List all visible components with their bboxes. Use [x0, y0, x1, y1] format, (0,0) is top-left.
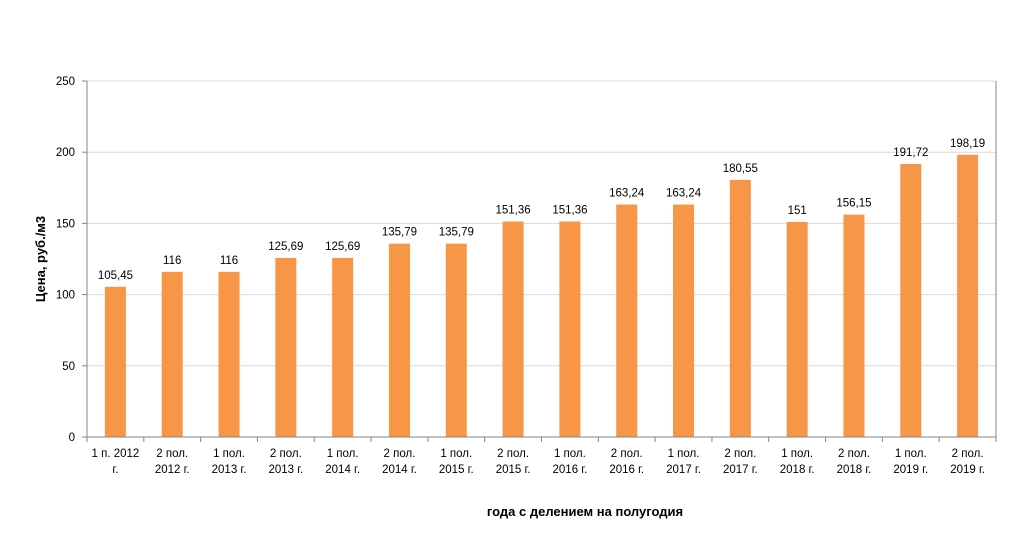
y-tick-label: 150 — [56, 218, 75, 230]
x-tick-label: 2 пол. 2019 г. — [950, 448, 985, 476]
x-tick-label-line: 2 пол. — [611, 448, 643, 460]
bar — [729, 179, 751, 438]
x-tick-label-line: 2015 г. — [496, 464, 531, 476]
bar — [445, 243, 467, 437]
x-tick-label-line: 2013 г. — [212, 464, 247, 476]
y-axis-title: Цена, руб./м3 — [33, 216, 48, 302]
bar — [559, 221, 581, 437]
x-tick-label: 2 пол. 2016 г. — [609, 448, 644, 476]
x-tick-label-line: г. — [112, 464, 118, 476]
bar — [673, 204, 695, 437]
data-label: 135,79 — [439, 227, 474, 239]
x-tick-label-line: 2018 г. — [780, 464, 815, 476]
x-tick-label-line: 2014 г. — [325, 464, 360, 476]
x-tick-label-line: 2012 г. — [155, 464, 190, 476]
bar — [616, 204, 638, 437]
x-tick-label-line: 1 пол. — [213, 448, 245, 460]
data-label: 163,24 — [609, 188, 645, 200]
y-tick-label: 50 — [62, 361, 75, 373]
data-labels: 105,45 116 116 125,69 125,69 135,79 135,79 151,… — [98, 138, 985, 282]
x-tick-label-line: 2014 г. — [382, 464, 417, 476]
data-label: 105,45 — [98, 270, 133, 282]
data-label: 151 — [788, 205, 807, 217]
data-label: 116 — [220, 255, 238, 267]
y-axis-ticks: 0 50 100 150 200 250 — [56, 76, 87, 444]
x-tick-label: 1 пол. 2015 г. — [439, 448, 474, 476]
x-tick-label-line: 2015 г. — [439, 464, 474, 476]
bar — [275, 258, 297, 437]
x-tick-label: 1 пол. 2016 г. — [553, 448, 588, 476]
bar — [218, 271, 240, 437]
x-tick-label-line: 1 пол. — [781, 448, 813, 460]
x-tick-label: 1 пол. 2014 г. — [325, 448, 360, 476]
x-tick-label-line: 2 пол. — [497, 448, 529, 460]
x-tick-label: 1 пол. 2013 г. — [212, 448, 247, 476]
x-tick-label-line: 1 пол. — [895, 448, 927, 460]
data-label: 125,69 — [325, 241, 360, 253]
x-tick-label-line: 2018 г. — [837, 464, 872, 476]
x-tick-label-line: 1 пол. — [554, 448, 586, 460]
x-tick-label: 2 пол. 2017 г. — [723, 448, 758, 476]
x-tick-label-line: 2 пол. — [270, 448, 302, 460]
bar — [900, 163, 922, 437]
bar — [957, 154, 979, 437]
bar — [332, 258, 354, 437]
x-tick-label-line: 2 пол. — [384, 448, 416, 460]
x-tick-label-line: 2 пол. — [724, 448, 756, 460]
x-axis-title: года с делением на полугодия — [487, 504, 683, 519]
x-tick-label-line: 2016 г. — [609, 464, 644, 476]
x-tick-label: 1 пол. 2019 г. — [893, 448, 928, 476]
x-tick-label: 2 пол. 2018 г. — [837, 448, 872, 476]
x-tick-label-line: 2017 г. — [723, 464, 758, 476]
data-label: 191,72 — [893, 147, 928, 159]
x-tick-label-line: 2017 г. — [666, 464, 701, 476]
x-tick-label-line: 1 п. 2012 — [92, 448, 140, 460]
data-label: 151,36 — [496, 204, 531, 216]
bar — [161, 271, 183, 437]
x-tick-label-line: 2019 г. — [950, 464, 985, 476]
x-tick-label-line: 2 пол. — [156, 448, 188, 460]
x-tick-label: 1 пол. 2018 г. — [780, 448, 815, 476]
data-label: 151,36 — [552, 204, 587, 216]
x-tick-label: 2 пол. 2013 г. — [268, 448, 303, 476]
bar — [786, 221, 808, 437]
bar — [843, 214, 865, 437]
x-tick-label: 1 пол. 2017 г. — [666, 448, 701, 476]
y-tick-label: 250 — [56, 76, 75, 88]
x-tick-label-line: 2016 г. — [553, 464, 588, 476]
x-tick-label: 2 пол. 2012 г. — [155, 448, 190, 476]
x-tick-label: 2 пол. 2014 г. — [382, 448, 417, 476]
x-tick-label-line: 2013 г. — [268, 464, 303, 476]
x-tick-label-line: 1 пол. — [440, 448, 472, 460]
bar — [388, 243, 410, 437]
data-label: 125,69 — [268, 241, 303, 253]
y-tick-label: 200 — [56, 147, 75, 159]
data-label: 163,24 — [666, 188, 702, 200]
data-label: 180,55 — [723, 163, 758, 175]
x-tick-label-line: 1 пол. — [668, 448, 700, 460]
x-axis-ticks: 1 п. 2012 г.2 пол. 2012 г.1 пол. 2013 г.2 п… — [86, 437, 997, 476]
data-label: 116 — [163, 255, 181, 267]
data-label: 135,79 — [382, 227, 417, 239]
x-tick-label-line: 1 пол. — [327, 448, 359, 460]
x-tick-label-line: 2 пол. — [952, 448, 984, 460]
bar-series — [104, 154, 979, 438]
y-tick-label: 100 — [56, 290, 75, 302]
y-tick-label: 0 — [69, 432, 75, 444]
data-label: 198,19 — [950, 138, 985, 150]
x-tick-label: 1 п. 2012 г. — [92, 448, 140, 476]
data-label: 156,15 — [836, 198, 871, 210]
x-tick-label-line: 2 пол. — [838, 448, 870, 460]
x-tick-label: 2 пол. 2015 г. — [496, 448, 531, 476]
bar — [502, 221, 524, 437]
bar — [104, 286, 126, 437]
x-tick-label-line: 2019 г. — [893, 464, 928, 476]
